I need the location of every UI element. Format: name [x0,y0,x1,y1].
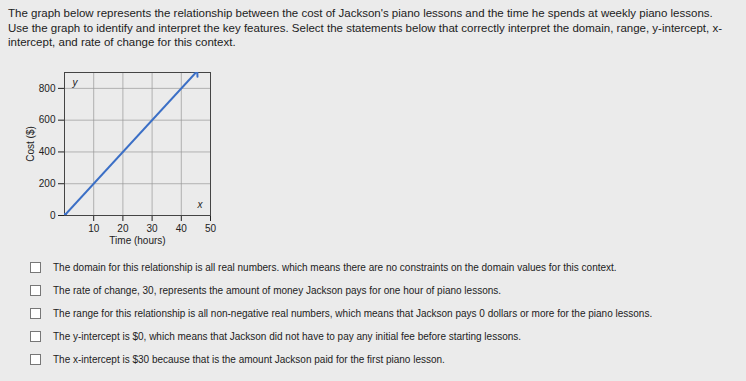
html-text:The graph below represents the: The graph below represents the relations… [8,7,722,48]
html-text:The range for this relationshi: The range for this relationship is all n… [53,308,653,319]
svg-text:20: 20 [117,223,129,234]
html-text:The rate of change, 30, repres: The rate of change, 30, represents the a… [53,285,501,296]
svg-text:Cost ($): Cost ($) [25,126,36,162]
html-text:The x-intercept is $30 because: The x-intercept is $30 because that is t… [53,354,445,365]
svg-text:600: 600 [39,114,56,125]
svg-text:40: 40 [176,223,188,234]
svg-text:0: 0 [50,210,56,221]
svg-text:50: 50 [205,223,217,234]
svg-text:30: 30 [147,223,159,234]
svg-text:10: 10 [88,223,100,234]
svg-text:800: 800 [39,83,56,94]
svg-text:y: y [72,77,79,88]
svg-text:Time (hours): Time (hours) [109,235,165,246]
svg-text:400: 400 [39,146,56,157]
html-text:The domain for this relationsh: The domain for this relationship is all … [53,262,617,273]
svg-text:200: 200 [39,178,56,189]
svg-text:x: x [197,199,204,210]
html-text:The y-intercept is $0, which m: The y-intercept is $0, which means that … [53,331,521,342]
